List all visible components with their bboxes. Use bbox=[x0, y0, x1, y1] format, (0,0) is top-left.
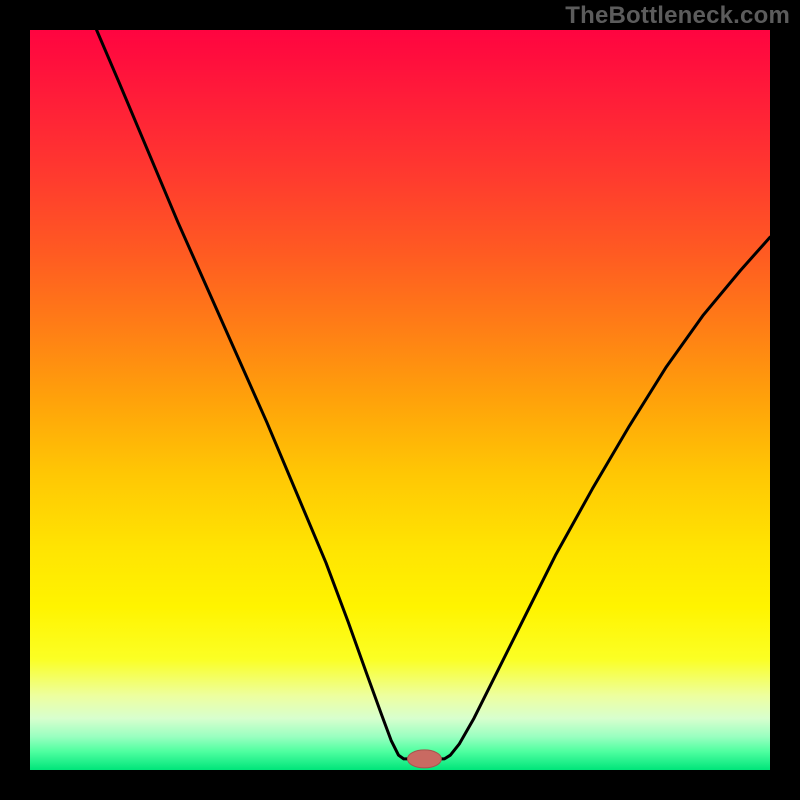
plot-area bbox=[30, 30, 770, 770]
plot-background-gradient bbox=[30, 30, 770, 770]
bottleneck-chart bbox=[0, 0, 800, 800]
chart-stage: TheBottleneck.com bbox=[0, 0, 800, 800]
optimum-marker bbox=[407, 750, 441, 768]
watermark-text: TheBottleneck.com bbox=[565, 2, 790, 30]
